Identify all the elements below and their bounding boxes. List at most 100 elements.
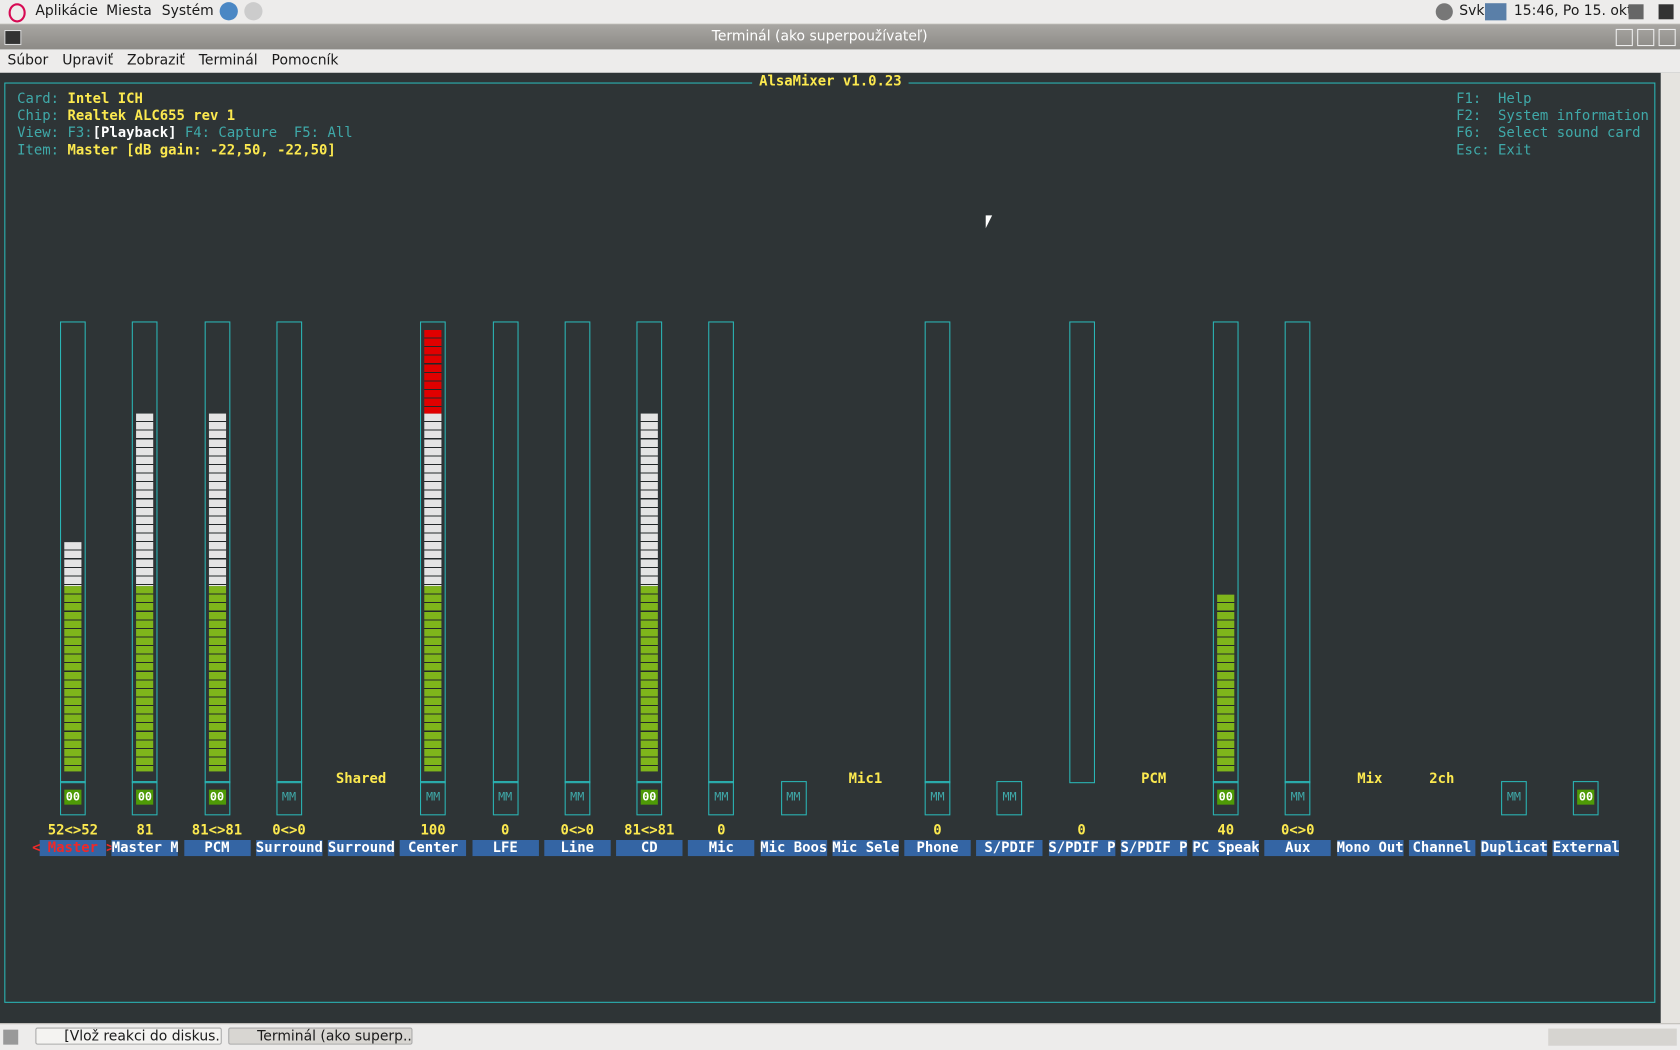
mute-box[interactable]: MM: [1284, 781, 1311, 816]
control-name[interactable]: Mic: [688, 840, 755, 857]
mute-box[interactable]: 00: [1212, 781, 1239, 816]
volume-frame[interactable]: [204, 321, 230, 784]
control-name[interactable]: S/PDIF P: [1048, 840, 1115, 857]
mute-state: MM: [1290, 789, 1305, 804]
control-name[interactable]: CD: [616, 840, 683, 857]
mixer-title-wrap: AlsaMixer v1.0.23: [0, 73, 1661, 91]
minimize-button[interactable]: [1615, 28, 1633, 47]
mute-box[interactable]: 00: [204, 781, 230, 816]
window-title: Terminál (ako superpoužívateľ): [711, 28, 928, 46]
volume-fill: [424, 330, 442, 414]
browser-icon[interactable]: [219, 2, 238, 21]
volume-fill: [640, 586, 658, 772]
mute-box[interactable]: MM: [420, 781, 446, 816]
mute-box[interactable]: 00: [1573, 781, 1599, 816]
terminal-icon[interactable]: [1658, 4, 1674, 20]
value: Realtek ALC655 rev 1: [67, 108, 236, 125]
mute-box[interactable]: MM: [492, 781, 519, 816]
mute-state: MM: [1002, 789, 1017, 804]
mute-box[interactable]: 00: [636, 781, 663, 816]
control-name[interactable]: Channel: [1408, 840, 1476, 857]
other-views[interactable]: F4: Capture F5: All: [184, 125, 353, 142]
control-value: 0<>0: [1280, 822, 1315, 839]
window-icon[interactable]: [4, 30, 22, 46]
mute-state: 00: [640, 789, 658, 805]
control-name[interactable]: Mic Sele: [832, 840, 899, 857]
menu-system[interactable]: Systém: [161, 3, 214, 20]
show-desktop[interactable]: [3, 1029, 19, 1045]
volume-frame[interactable]: [1284, 321, 1311, 784]
current-view[interactable]: [Playback]: [92, 125, 177, 142]
mute-box[interactable]: MM: [996, 781, 1023, 816]
control-name[interactable]: LFE: [471, 840, 539, 857]
control-name[interactable]: Surround: [255, 840, 323, 857]
control-value: 100: [420, 822, 446, 839]
menu-places[interactable]: Miesta: [106, 3, 152, 20]
volume-frame[interactable]: [276, 321, 302, 784]
mute-box[interactable]: MM: [708, 781, 735, 816]
volume-frame[interactable]: [1068, 321, 1095, 784]
volume-frame[interactable]: [924, 321, 951, 784]
key: Card:: [17, 91, 60, 108]
volume-frame[interactable]: [636, 321, 663, 784]
control-name[interactable]: Surround: [327, 840, 395, 857]
control-name[interactable]: PCM: [183, 840, 251, 857]
control-name[interactable]: Mic Boos: [760, 840, 827, 857]
control-name[interactable]: Aux: [1264, 840, 1331, 857]
settings-icon[interactable]: [1435, 3, 1453, 21]
control-tag: PCM: [1141, 771, 1167, 788]
taskbar: [Vlož reakci do diskus... Terminál (ako s…: [0, 1023, 1680, 1050]
volume-frame[interactable]: [492, 321, 519, 784]
volume-frame[interactable]: [1212, 321, 1239, 784]
control-name[interactable]: Phone: [904, 840, 971, 857]
volume-frame[interactable]: [132, 321, 158, 784]
mute-box[interactable]: MM: [780, 781, 807, 816]
volume-frame[interactable]: [564, 321, 591, 784]
volume-fill: [136, 586, 154, 772]
volume-frame[interactable]: [60, 321, 86, 784]
scrollbar[interactable]: [1660, 72, 1680, 1024]
mute-box[interactable]: MM: [564, 781, 591, 816]
control-value: 81: [136, 822, 154, 839]
control-name[interactable]: Mono Out: [1336, 840, 1404, 857]
control-name[interactable]: Line: [544, 840, 611, 857]
volume-icon[interactable]: [1628, 4, 1644, 20]
task-button[interactable]: Terminál (ako superp...: [228, 1027, 413, 1045]
mute-box[interactable]: 00: [132, 781, 158, 816]
f3[interactable]: F3:: [67, 125, 93, 142]
mail-icon[interactable]: [244, 2, 263, 21]
workspace-switcher[interactable]: [1548, 1028, 1677, 1046]
control-name[interactable]: PC Speak: [1192, 840, 1259, 857]
network-icon[interactable]: [1485, 3, 1507, 21]
control-name[interactable]: Center: [399, 840, 467, 857]
menu-item[interactable]: Pomocník: [271, 52, 339, 69]
key: Item:: [17, 142, 60, 159]
control-name[interactable]: Duplicat: [1480, 840, 1548, 857]
task-button[interactable]: [Vlož reakci do diskus...: [35, 1027, 222, 1045]
menu-item[interactable]: Zobraziť: [126, 52, 185, 69]
volume-fill: [424, 586, 442, 772]
control-tag: Mix: [1357, 771, 1383, 788]
volume-frame[interactable]: [708, 321, 735, 784]
mute-box[interactable]: MM: [1501, 781, 1527, 816]
mute-box[interactable]: MM: [924, 781, 951, 816]
control-name[interactable]: External: [1552, 840, 1620, 857]
control-name[interactable]: S/PDIF P: [1120, 840, 1187, 857]
keyboard-layout[interactable]: Svk: [1459, 3, 1485, 20]
control-name[interactable]: S/PDIF: [976, 840, 1043, 857]
menu-apps[interactable]: Aplikácie: [35, 3, 98, 20]
volume-fill: [424, 413, 442, 587]
clock[interactable]: 15:46, Po 15. okt: [1513, 3, 1633, 20]
selection-marker: >: [106, 840, 115, 857]
mute-box[interactable]: MM: [276, 781, 302, 816]
volume-frame[interactable]: [420, 321, 446, 784]
menu-item[interactable]: Upraviť: [62, 52, 114, 69]
close-button[interactable]: [1658, 28, 1676, 47]
control-name[interactable]: Master M: [111, 840, 179, 857]
mute-box[interactable]: 00: [60, 781, 86, 816]
mute-state: 00: [136, 789, 154, 805]
maximize-button[interactable]: [1637, 28, 1655, 47]
menu-item[interactable]: Súbor: [7, 52, 49, 69]
menu-item[interactable]: Terminál: [198, 52, 258, 69]
control-name[interactable]: Master: [39, 840, 107, 857]
